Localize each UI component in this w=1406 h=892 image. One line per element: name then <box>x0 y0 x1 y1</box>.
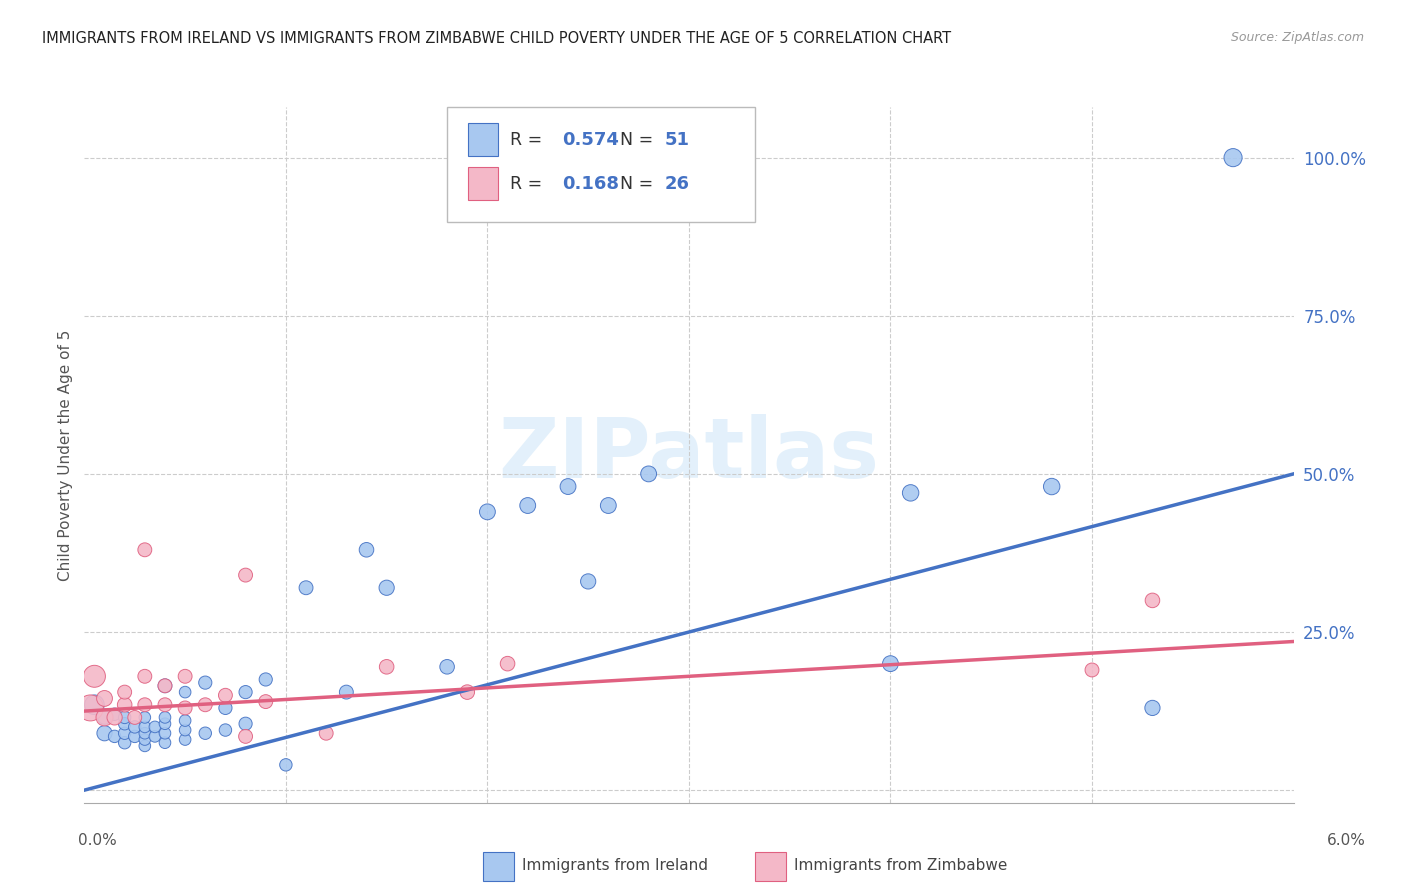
Point <box>456 685 478 699</box>
FancyBboxPatch shape <box>468 167 498 201</box>
Point <box>254 673 277 687</box>
Text: Immigrants from Ireland: Immigrants from Ireland <box>522 858 709 873</box>
Point <box>114 726 136 740</box>
Text: R =: R = <box>510 131 548 149</box>
Point <box>114 716 136 731</box>
Text: 51: 51 <box>665 131 690 149</box>
Point <box>1222 151 1244 165</box>
Point <box>83 698 105 712</box>
FancyBboxPatch shape <box>755 852 786 880</box>
Point <box>124 710 146 724</box>
Point <box>134 669 156 683</box>
Point <box>214 688 236 702</box>
Point <box>274 757 297 772</box>
Text: N =: N = <box>620 131 659 149</box>
Point <box>295 581 318 595</box>
Point <box>134 542 156 557</box>
Point <box>235 730 257 744</box>
Point <box>214 701 236 715</box>
Text: 6.0%: 6.0% <box>1327 832 1367 847</box>
FancyBboxPatch shape <box>468 123 498 156</box>
Text: ZIPatlas: ZIPatlas <box>499 415 879 495</box>
Point <box>104 710 127 724</box>
FancyBboxPatch shape <box>484 852 513 880</box>
Y-axis label: Child Poverty Under the Age of 5: Child Poverty Under the Age of 5 <box>58 329 73 581</box>
Point <box>194 675 217 690</box>
Point <box>153 679 176 693</box>
Point <box>576 574 599 589</box>
Point <box>254 695 277 709</box>
Point <box>174 701 197 715</box>
Point <box>124 720 146 734</box>
Point <box>557 479 579 493</box>
Point <box>879 657 901 671</box>
Text: 0.574: 0.574 <box>562 131 619 149</box>
Point <box>235 568 257 582</box>
Point <box>194 698 217 712</box>
Point <box>174 732 197 747</box>
Point <box>83 669 105 683</box>
Point <box>93 710 115 724</box>
Point <box>356 542 378 557</box>
Point <box>93 710 115 724</box>
Text: IMMIGRANTS FROM IRELAND VS IMMIGRANTS FROM ZIMBABWE CHILD POVERTY UNDER THE AGE : IMMIGRANTS FROM IRELAND VS IMMIGRANTS FR… <box>42 31 952 46</box>
Point <box>114 736 136 750</box>
Point <box>134 726 156 740</box>
Text: Source: ZipAtlas.com: Source: ZipAtlas.com <box>1230 31 1364 45</box>
Point <box>1142 593 1164 607</box>
Text: N =: N = <box>620 175 659 193</box>
Point <box>496 657 519 671</box>
Point <box>114 698 136 712</box>
Point <box>153 698 176 712</box>
Point <box>134 720 156 734</box>
Point <box>174 669 197 683</box>
Point <box>134 698 156 712</box>
Point <box>375 660 398 674</box>
Point <box>900 486 922 500</box>
Point <box>143 730 166 744</box>
Text: Immigrants from Zimbabwe: Immigrants from Zimbabwe <box>794 858 1008 873</box>
Point <box>1081 663 1104 677</box>
Text: 0.0%: 0.0% <box>79 832 117 847</box>
Point <box>104 707 127 722</box>
Point <box>153 679 176 693</box>
Point <box>516 499 538 513</box>
Point <box>93 691 115 706</box>
Point <box>598 499 620 513</box>
FancyBboxPatch shape <box>447 107 755 222</box>
Point <box>1142 701 1164 715</box>
Point <box>477 505 499 519</box>
Point <box>174 685 197 699</box>
Point <box>104 730 127 744</box>
Point <box>143 720 166 734</box>
Text: 26: 26 <box>665 175 690 193</box>
Point <box>134 710 156 724</box>
Point <box>114 710 136 724</box>
Point <box>153 710 176 724</box>
Point <box>153 726 176 740</box>
Point <box>375 581 398 595</box>
Point <box>194 726 217 740</box>
Point <box>1040 479 1063 493</box>
Point <box>134 732 156 747</box>
Point <box>174 714 197 728</box>
Point <box>174 723 197 737</box>
Text: R =: R = <box>510 175 548 193</box>
Point <box>436 660 458 674</box>
Point <box>214 723 236 737</box>
Point <box>235 716 257 731</box>
Point <box>315 726 337 740</box>
Point <box>153 716 176 731</box>
Point <box>335 685 357 699</box>
Point <box>124 730 146 744</box>
Point <box>93 726 115 740</box>
Text: 0.168: 0.168 <box>562 175 619 193</box>
Point <box>235 685 257 699</box>
Point <box>153 736 176 750</box>
Point <box>79 701 101 715</box>
Point <box>637 467 659 481</box>
Point <box>134 739 156 753</box>
Point <box>114 685 136 699</box>
